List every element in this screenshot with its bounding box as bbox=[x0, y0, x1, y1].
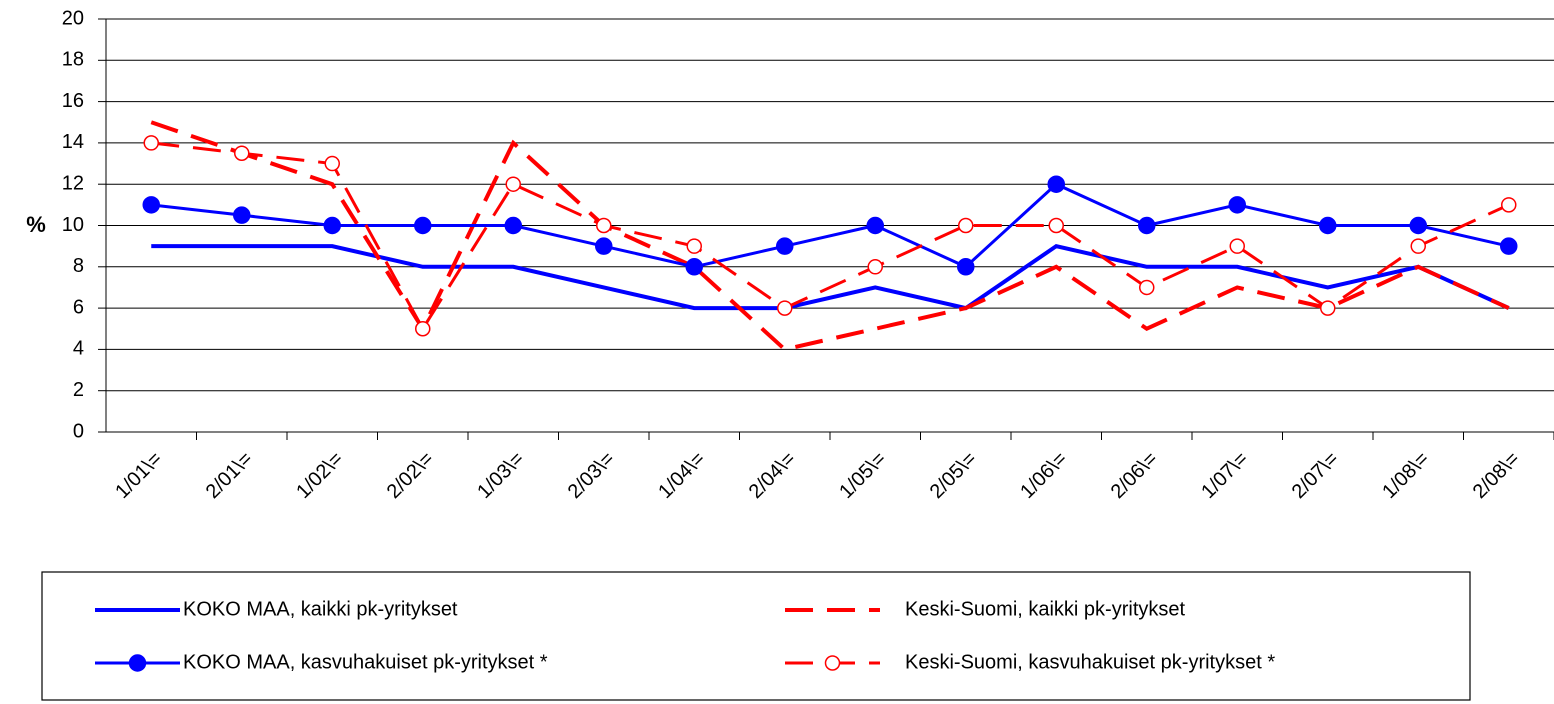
point bbox=[866, 216, 884, 235]
y-tick-label: 14 bbox=[62, 131, 84, 153]
point bbox=[776, 237, 794, 255]
x-tick-label: 2/07\= bbox=[1288, 448, 1343, 503]
y-tick-label: 8 bbox=[73, 255, 84, 277]
y-axis-label: % bbox=[26, 212, 46, 237]
x-tick-label: 1/04\= bbox=[654, 448, 709, 503]
point bbox=[1138, 216, 1156, 235]
point bbox=[504, 216, 522, 235]
series-line bbox=[151, 244, 1510, 311]
x-tick-label: 2/01\= bbox=[202, 448, 257, 503]
point bbox=[1228, 196, 1246, 214]
point bbox=[595, 237, 613, 255]
y-tick-label: 18 bbox=[62, 49, 84, 71]
point bbox=[1319, 216, 1337, 235]
legend-label: KOKO MAA, kasvuhakuiset pk-yritykset * bbox=[183, 651, 548, 673]
series-line bbox=[150, 120, 1510, 352]
point bbox=[958, 217, 974, 234]
y-tick-label: 16 bbox=[62, 90, 84, 112]
point bbox=[777, 300, 793, 316]
point bbox=[1410, 238, 1426, 254]
point bbox=[1047, 175, 1065, 193]
point bbox=[867, 259, 883, 275]
point bbox=[233, 206, 251, 224]
point bbox=[596, 217, 612, 234]
point bbox=[324, 155, 340, 172]
x-tick-label: 1/07\= bbox=[1197, 448, 1252, 503]
legend-label: KOKO MAA, kaikki pk-yritykset bbox=[183, 598, 458, 620]
legend-label: Keski-Suomi, kaikki pk-yritykset bbox=[905, 598, 1186, 620]
point bbox=[1409, 216, 1427, 235]
point bbox=[143, 135, 159, 151]
point bbox=[1139, 279, 1155, 296]
point bbox=[414, 216, 432, 235]
x-tick-label: 1/02\= bbox=[292, 448, 347, 503]
point bbox=[323, 216, 341, 235]
x-tick-label: 2/06\= bbox=[1107, 448, 1162, 503]
point bbox=[686, 238, 702, 254]
x-tick-label: 1/03\= bbox=[473, 448, 528, 503]
point bbox=[1501, 197, 1517, 213]
point bbox=[142, 196, 160, 214]
legend-label: Keski-Suomi, kasvuhakuiset pk-yritykset … bbox=[905, 651, 1275, 673]
point bbox=[415, 321, 431, 337]
point bbox=[505, 176, 521, 192]
x-tick-label: 2/04\= bbox=[745, 448, 800, 503]
series-line bbox=[151, 182, 1510, 269]
legend-marker bbox=[128, 654, 147, 672]
x-tick-label: 1/05\= bbox=[835, 448, 890, 503]
y-tick-label: 6 bbox=[73, 296, 84, 318]
x-tick-label: 2/08\= bbox=[1469, 448, 1524, 503]
point bbox=[957, 258, 975, 276]
point bbox=[1229, 238, 1245, 254]
point bbox=[1320, 300, 1336, 316]
y-tick-label: 20 bbox=[62, 7, 84, 29]
point bbox=[234, 145, 250, 161]
x-tick-label: 2/02\= bbox=[383, 448, 438, 503]
y-tick-label: 0 bbox=[73, 420, 84, 442]
legend-marker bbox=[824, 655, 841, 671]
y-tick-label: 4 bbox=[73, 338, 84, 360]
legend-box bbox=[41, 571, 1471, 701]
x-tick-label: 2/03\= bbox=[564, 448, 619, 503]
x-tick-label: 1/01\= bbox=[111, 448, 166, 503]
point bbox=[685, 258, 703, 276]
point bbox=[1048, 217, 1064, 234]
x-tick-label: 2/05\= bbox=[926, 448, 981, 503]
x-tick-label: 1/08\= bbox=[1378, 448, 1433, 503]
point bbox=[1500, 237, 1518, 255]
series-line bbox=[151, 141, 1510, 332]
y-tick-label: 10 bbox=[62, 214, 84, 236]
x-tick-label: 1/06\= bbox=[1016, 448, 1071, 503]
y-tick-label: 12 bbox=[62, 172, 84, 194]
y-tick-label: 2 bbox=[73, 379, 84, 401]
